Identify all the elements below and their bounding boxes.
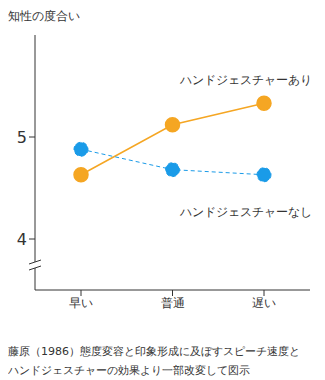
- html-text:藤原（1986）態度変容と印象形成に及ぼすスピーチ速度と: 藤原（1986）態度変容と印象形成に及ぼすスピーチ速度と: [8, 345, 300, 358]
- svg-text:普通: 普通: [161, 296, 185, 310]
- html-text:ハンドジェスチャーあり: ハンドジェスチャーあり: [180, 73, 312, 87]
- html-text:ハンドジェスチャーの効果より一部改変して図示: ハンドジェスチャーの効果より一部改変して図示: [8, 364, 250, 377]
- svg-text:遅い: 遅い: [252, 296, 276, 310]
- html-text:知性の度合い: 知性の度合い: [8, 9, 80, 23]
- svg-text:早い: 早い: [69, 296, 93, 310]
- svg-text:4: 4: [17, 230, 27, 249]
- svg-text:5: 5: [17, 128, 27, 147]
- html-text:ハンドジェスチャーなし: ハンドジェスチャーなし: [180, 205, 312, 219]
